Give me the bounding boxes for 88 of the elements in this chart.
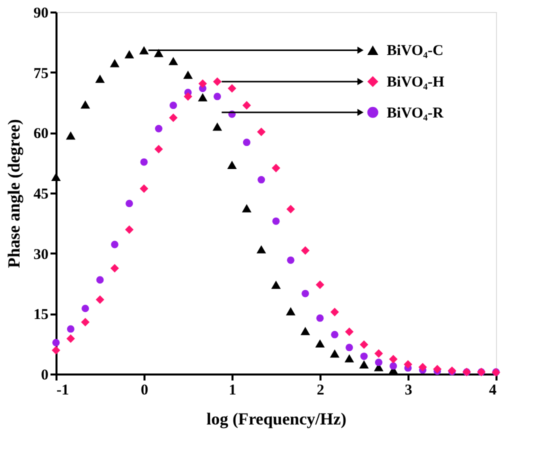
y-tick-label: 90 [34,6,48,22]
point [389,354,398,364]
point [125,225,134,234]
point [360,352,368,360]
point [271,280,281,289]
point [170,102,178,110]
point [374,349,383,358]
point [360,340,368,349]
point [154,144,163,154]
point [302,290,310,298]
point [183,70,193,79]
point [359,360,369,368]
point [344,354,354,362]
point [228,84,236,93]
legend-label: BiVO₄-C [386,43,444,60]
point [227,160,237,169]
point [330,349,340,358]
point [184,92,192,101]
x-tick-label: 1 [228,382,236,398]
point [124,50,134,58]
x-tick-label: 4 [489,382,497,398]
point [257,128,266,136]
point [404,360,412,369]
point [330,308,339,316]
point [198,79,207,88]
point [316,314,324,322]
x-axis-title: log (Frequency/Hz) [206,410,346,428]
point [346,344,354,352]
point [52,338,60,346]
point [169,114,178,122]
x-tick-label: 2 [316,382,324,398]
point [82,304,90,312]
point [126,200,134,208]
legend-label: BiVO₄-H [386,74,445,91]
point [110,58,120,68]
point [66,131,76,140]
point [139,46,149,54]
y-tick-label: 30 [34,246,48,263]
x-tick-label: 3 [404,382,412,398]
point [168,56,178,66]
point [213,77,222,86]
point [80,100,90,109]
point [66,325,74,333]
point [154,48,164,58]
point [51,172,61,182]
point [96,295,104,304]
x-tick-label: 0 [140,382,148,398]
point [345,328,354,336]
point [418,362,427,372]
point [286,256,294,264]
point [242,204,252,212]
point [315,339,325,348]
point [272,164,280,172]
y-axis-title: Phase angle (degree) [4,119,24,268]
point [433,364,442,374]
point [300,326,310,336]
point [256,245,266,254]
point [390,362,398,370]
y-tick-label: 75 [34,66,48,82]
point [258,176,266,184]
point [242,138,250,146]
point [330,330,338,338]
x-tick-label: -1 [56,382,69,398]
point [140,184,148,193]
y-tick-label: 60 [34,126,48,142]
point [154,124,162,132]
point [198,93,208,102]
point [52,346,60,355]
point [301,246,310,255]
y-tick-label: 15 [34,307,48,324]
point [286,307,296,316]
point [95,74,105,83]
point [286,204,295,214]
point [81,318,90,326]
point [212,122,222,131]
point [140,158,148,166]
point [316,280,324,289]
point [110,264,119,272]
y-tick-label: 0 [41,368,48,384]
point [96,276,104,284]
point [66,334,75,343]
point [214,92,222,100]
point [110,240,118,248]
y-tick-label: 45 [34,186,48,202]
point [242,101,251,110]
point [272,217,280,225]
legend-label: BiVO₄-R [386,105,444,122]
point [374,358,382,366]
